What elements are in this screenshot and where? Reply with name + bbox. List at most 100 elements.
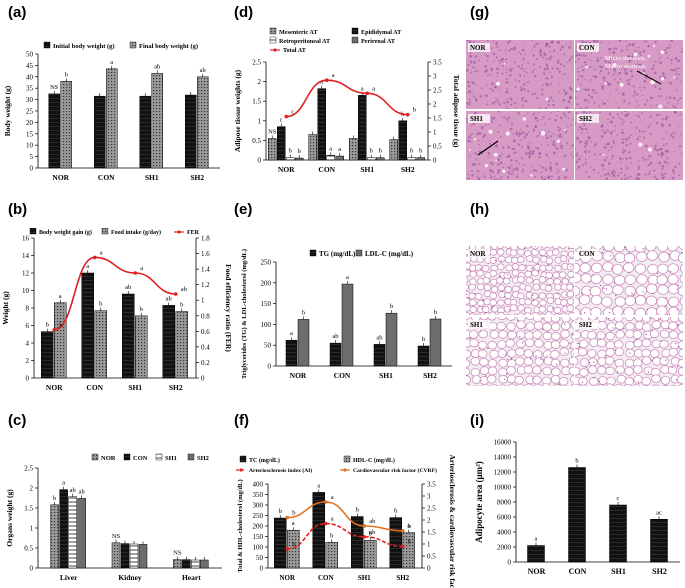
adipocyte <box>489 248 498 256</box>
nucleus <box>677 102 679 104</box>
legend-swatch <box>187 453 195 461</box>
nucleus <box>590 140 593 143</box>
nucleus <box>559 48 562 51</box>
nucleus <box>564 154 567 157</box>
nucleus <box>469 155 471 158</box>
nucleus <box>629 175 632 178</box>
nucleus <box>611 172 614 175</box>
significance-label: ab <box>70 487 76 494</box>
nucleus <box>565 130 568 133</box>
nucleus <box>491 102 495 105</box>
nucleus <box>621 141 625 144</box>
histology-panel-nor: NOR <box>466 40 574 109</box>
nucleus <box>507 107 509 109</box>
nucleus <box>626 71 628 74</box>
y-tick-label: 1 <box>30 525 34 533</box>
y-axis-title: Adipocyte area (μm²) <box>474 461 484 543</box>
nucleus <box>669 134 672 137</box>
adipocyte <box>499 384 507 386</box>
nucleus <box>489 161 493 165</box>
adipocyte <box>568 312 574 315</box>
adipocyte <box>568 366 574 376</box>
significance-label: a <box>62 480 65 487</box>
adipocyte <box>505 313 511 315</box>
nucleus <box>522 57 525 60</box>
adipocyte <box>660 320 671 330</box>
nucleus <box>476 169 480 173</box>
nucleus <box>621 68 623 70</box>
nucleus <box>536 134 539 137</box>
nucleus <box>651 46 653 48</box>
nucleus <box>517 143 521 146</box>
nucleus <box>522 131 524 133</box>
nucleus <box>641 94 644 97</box>
nucleus <box>612 327 614 329</box>
nucleus <box>510 47 513 51</box>
adipocyte <box>550 350 560 359</box>
nucleus <box>546 84 549 87</box>
nucleus <box>599 111 601 114</box>
nucleus <box>575 123 576 126</box>
nucleus <box>558 135 561 138</box>
significance-label: b <box>140 306 143 313</box>
nucleus <box>549 71 552 74</box>
panel-label-e: (e) <box>234 201 253 218</box>
lipid-droplet <box>604 82 607 85</box>
nucleus <box>616 113 619 116</box>
adipocyte <box>636 251 648 262</box>
significance-label: b <box>298 148 301 155</box>
adipocyte <box>531 312 540 315</box>
adipocyte <box>679 273 683 284</box>
bar <box>285 339 298 367</box>
adipocyte <box>559 347 569 357</box>
nucleus <box>568 247 570 250</box>
nucleus <box>617 92 620 94</box>
nucleus <box>585 161 587 164</box>
nucleus <box>546 67 550 70</box>
nucleus <box>669 82 673 85</box>
x-tick-label: CON <box>318 165 335 174</box>
y-tick-label: 150 <box>261 300 272 308</box>
adipocyte <box>546 305 555 313</box>
adipocyte <box>568 276 574 284</box>
nucleus <box>615 259 617 261</box>
nucleus <box>607 82 611 86</box>
nucleus <box>542 56 545 59</box>
nucleus <box>505 105 508 108</box>
legend-label: TC (mg/dL) <box>249 457 280 464</box>
nucleus <box>545 44 548 48</box>
nucleus <box>566 61 569 64</box>
x-tick-label: CON <box>98 173 115 182</box>
nucleus <box>655 121 659 125</box>
nucleus <box>554 119 557 122</box>
nucleus <box>661 173 664 177</box>
adipocyte <box>558 376 569 386</box>
nucleus <box>630 134 632 137</box>
nucleus <box>618 72 621 75</box>
nucleus <box>626 177 629 180</box>
adipocyte <box>633 338 643 348</box>
nucleus <box>535 170 538 173</box>
adipocyte <box>667 365 678 375</box>
nucleus <box>621 151 625 154</box>
nucleus <box>602 102 606 105</box>
nucleus <box>667 101 670 104</box>
nucleus <box>533 45 536 48</box>
nucleus <box>676 77 679 80</box>
panel-tag-bg <box>577 114 599 123</box>
nucleus <box>552 140 555 143</box>
adipocyte <box>667 263 679 274</box>
nucleus <box>514 106 517 109</box>
x-tick-label: NOR <box>279 574 296 582</box>
nucleus <box>507 358 509 361</box>
x-tick-label: CON <box>318 574 334 582</box>
lipid-droplet <box>612 62 617 67</box>
nucleus <box>603 158 607 162</box>
nucleus <box>577 165 581 169</box>
legend-swatch <box>351 27 359 35</box>
nucleus <box>497 171 500 174</box>
total-at-line <box>286 79 408 118</box>
adipocyte <box>577 347 588 357</box>
nucleus <box>550 41 554 44</box>
nucleus <box>609 131 613 134</box>
